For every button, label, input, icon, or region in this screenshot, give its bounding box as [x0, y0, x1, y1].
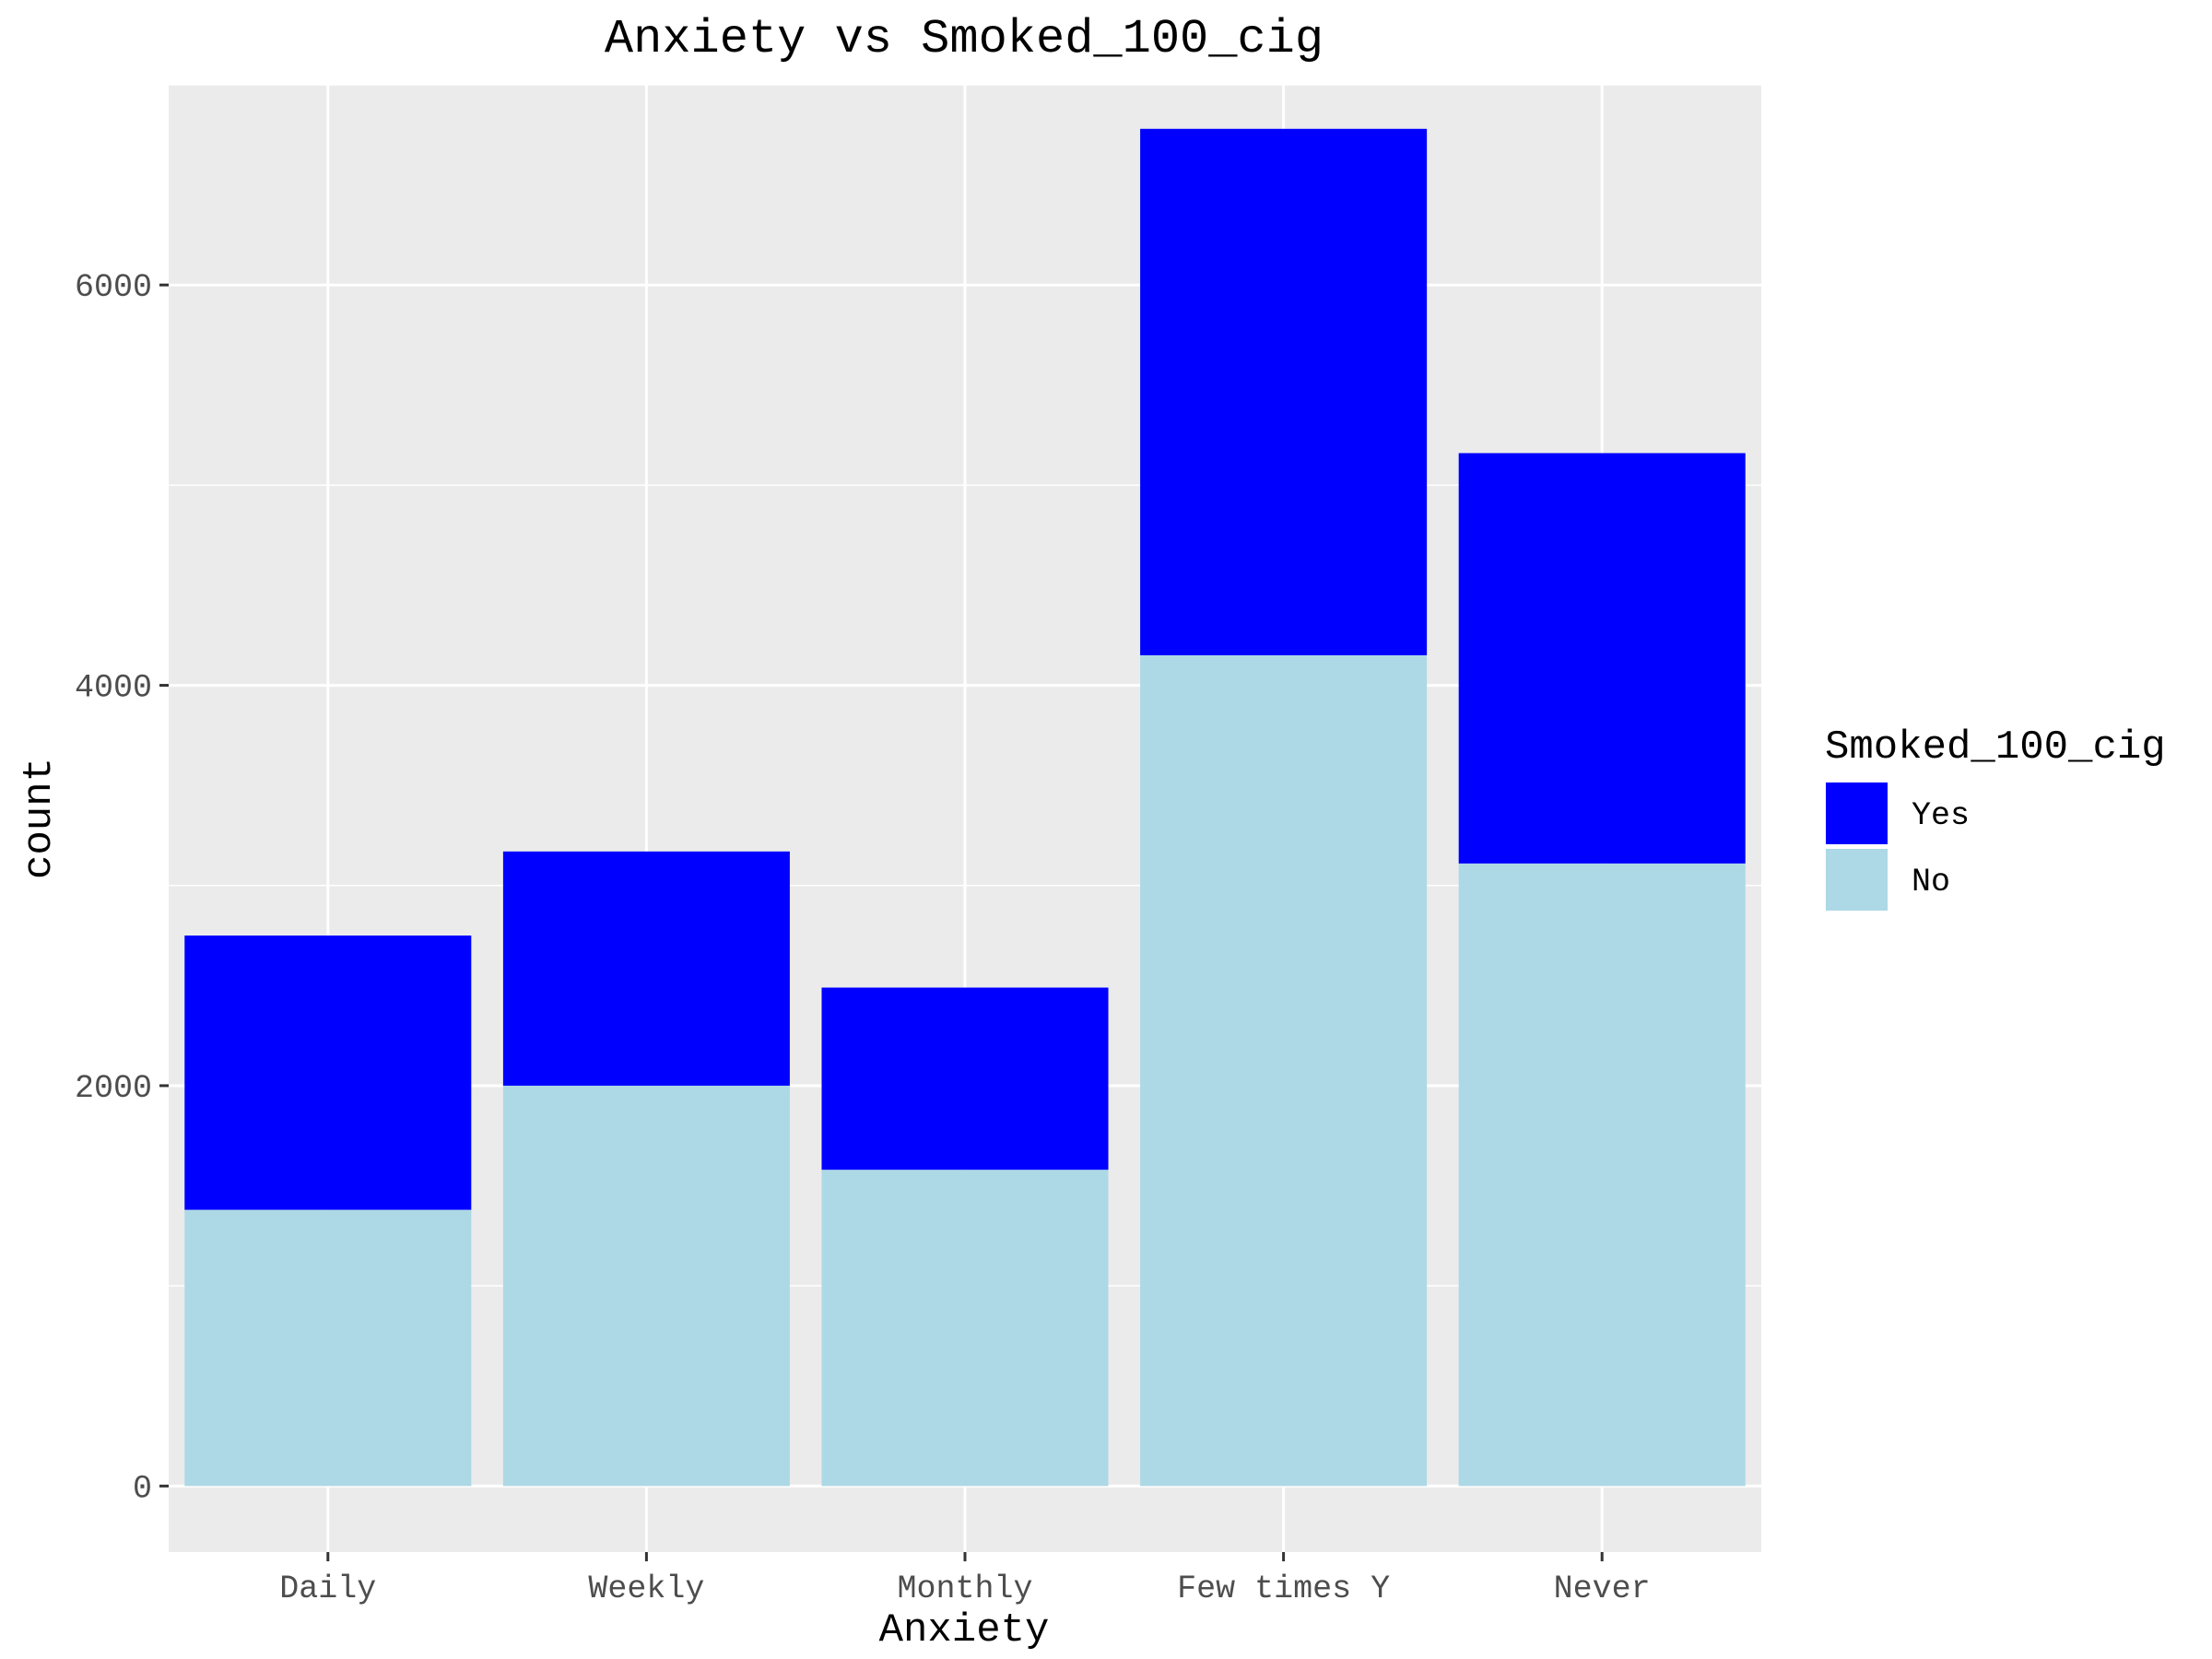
bar-no-never	[1458, 863, 1746, 1487]
bar-no-daily	[184, 1209, 472, 1487]
bar-no-monthly	[821, 1170, 1109, 1487]
legend-label-yes: Yes	[1912, 797, 1970, 834]
bar-yes-weekly	[502, 851, 790, 1086]
bar-yes-daily	[184, 935, 472, 1210]
y-tick-label: 0	[133, 1470, 152, 1507]
y-axis-title: count	[17, 758, 63, 879]
x-tick-label: Never	[1554, 1571, 1651, 1607]
chart-title: Anxiety vs Smoked_100_cig	[605, 12, 1324, 66]
legend: Smoked_100_cig Yes No	[1824, 724, 2166, 912]
x-tick-label: Few times Y	[1177, 1571, 1390, 1607]
legend-key-no	[1824, 847, 1889, 912]
x-axis-title: Anxiety	[879, 1607, 1050, 1653]
bar-no-weekly	[502, 1085, 790, 1487]
bar-yes-never	[1458, 453, 1746, 864]
bar-yes-few-times-y	[1140, 128, 1428, 655]
x-tick-label: Daily	[279, 1571, 376, 1607]
x-tick-label: Monthly	[897, 1571, 1032, 1607]
y-tick-label: 2000	[75, 1070, 152, 1107]
y-tick-label: 6000	[75, 269, 152, 306]
legend-title: Smoked_100_cig	[1825, 724, 2166, 771]
x-tick-label: Weekly	[588, 1571, 704, 1607]
legend-key-yes	[1824, 781, 1889, 846]
x-axis: Daily Weekly Monthly Few times Y Never	[279, 1552, 1651, 1607]
bar-no-few-times-y	[1140, 654, 1428, 1487]
y-axis: 0 2000 4000 6000	[75, 269, 169, 1507]
legend-label-no: No	[1912, 864, 1950, 900]
bar-yes-monthly	[821, 987, 1109, 1171]
bars	[184, 128, 1746, 1487]
y-tick-label: 4000	[75, 670, 152, 707]
